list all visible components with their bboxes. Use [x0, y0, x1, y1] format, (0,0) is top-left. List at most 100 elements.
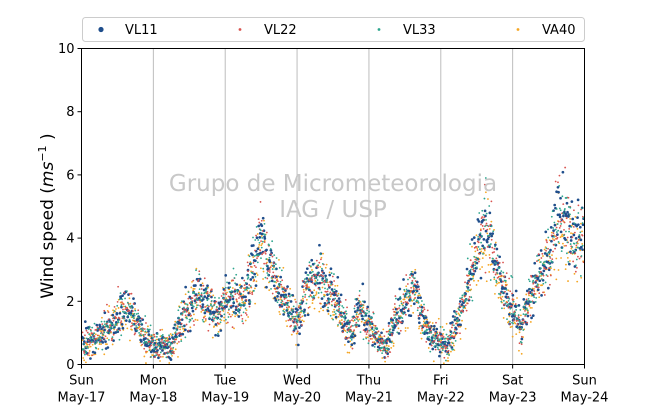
data-point: [452, 344, 455, 347]
data-point: [155, 338, 158, 341]
data-point: [551, 210, 554, 213]
data-point: [394, 313, 397, 316]
data-point: [402, 278, 405, 281]
data-point: [125, 312, 128, 314]
data-point: [428, 342, 432, 346]
data-point: [481, 266, 483, 268]
data-point: [142, 335, 145, 338]
data-point: [428, 327, 432, 331]
data-point: [197, 304, 199, 307]
data-point: [135, 313, 138, 315]
data-point: [311, 282, 314, 284]
data-point: [438, 354, 441, 358]
data-point: [124, 308, 127, 311]
data-point: [190, 306, 194, 310]
data-point: [327, 285, 330, 287]
data-point: [553, 221, 556, 224]
data-point: [121, 301, 123, 304]
data-point: [406, 283, 409, 285]
data-point: [391, 334, 394, 337]
data-point: [395, 297, 397, 300]
data-point: [518, 316, 520, 319]
data-point: [434, 338, 437, 340]
data-point: [365, 327, 368, 331]
data-point: [412, 299, 415, 301]
data-point: [117, 327, 121, 330]
data-point: [186, 303, 189, 306]
data-point: [524, 309, 526, 312]
data-point: [422, 309, 424, 312]
data-point: [458, 300, 462, 303]
data-point: [227, 281, 231, 285]
data-point: [472, 236, 476, 239]
data-point: [287, 319, 290, 322]
data-point: [260, 232, 264, 236]
data-point: [304, 293, 307, 296]
data-point: [434, 331, 437, 334]
data-point: [558, 226, 561, 229]
data-point: [240, 276, 244, 280]
data-point: [354, 316, 357, 319]
data-point: [533, 290, 536, 292]
data-point: [409, 296, 412, 299]
data-point: [240, 314, 243, 317]
data-point: [515, 308, 518, 311]
data-point: [337, 323, 339, 326]
data-point: [454, 339, 457, 342]
data-point: [193, 294, 196, 297]
data-point: [555, 278, 558, 281]
data-point: [195, 267, 198, 270]
data-point: [231, 326, 234, 329]
data-point: [437, 340, 440, 343]
data-point: [162, 344, 165, 347]
data-point: [420, 324, 422, 327]
data-point: [335, 309, 338, 312]
data-point: [241, 297, 243, 300]
data-point: [208, 305, 210, 308]
data-point: [320, 258, 322, 261]
data-point: [234, 293, 237, 296]
data-point: [308, 264, 311, 267]
data-point: [258, 235, 262, 239]
data-point: [332, 292, 334, 295]
data-point: [362, 306, 365, 309]
data-point: [379, 349, 382, 352]
data-point: [251, 275, 255, 279]
data-point: [464, 281, 466, 284]
data-point: [561, 195, 564, 198]
data-point: [533, 261, 537, 265]
data-point: [444, 341, 446, 344]
data-point: [108, 331, 111, 334]
data-point: [453, 335, 456, 338]
data-point: [311, 274, 314, 277]
data-point: [483, 209, 487, 213]
data-point: [269, 280, 271, 283]
data-point: [326, 299, 328, 302]
data-point: [396, 307, 399, 310]
data-point: [192, 279, 195, 282]
data-point: [216, 309, 219, 312]
data-point: [555, 226, 558, 229]
data-point: [404, 329, 407, 332]
data-point: [171, 354, 173, 357]
data-point: [122, 308, 124, 311]
data-point: [541, 278, 544, 281]
data-point: [486, 224, 489, 227]
data-point: [409, 299, 412, 302]
data-point: [380, 331, 383, 335]
data-point: [99, 332, 102, 335]
data-point: [478, 260, 480, 263]
data-point: [446, 350, 448, 353]
data-point: [411, 274, 413, 277]
data-point: [379, 342, 381, 345]
data-point: [576, 216, 579, 219]
data-point: [355, 321, 358, 324]
data-point: [485, 280, 488, 283]
data-point: [507, 289, 510, 292]
data-point: [496, 259, 499, 262]
data-point: [558, 207, 561, 210]
y-tick-label: 10: [58, 42, 75, 57]
data-point: [400, 316, 402, 319]
data-point: [152, 348, 155, 350]
data-point: [513, 313, 516, 316]
